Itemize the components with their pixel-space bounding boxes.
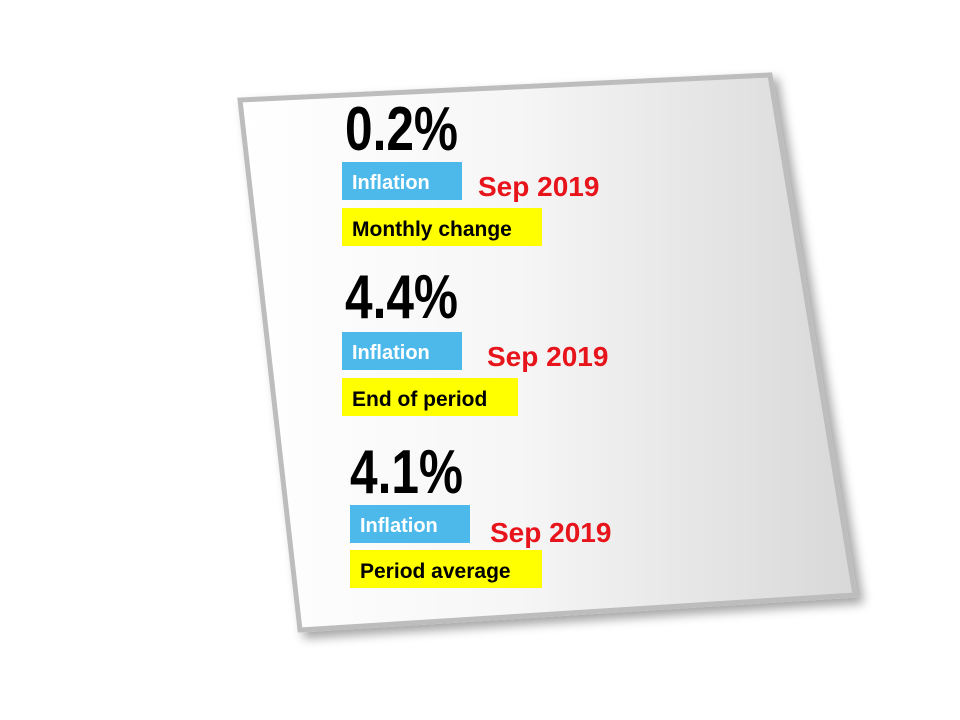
label-box xyxy=(350,505,470,543)
description-box xyxy=(342,378,518,416)
description: End of period xyxy=(352,388,487,411)
description-box xyxy=(342,208,542,246)
description-box xyxy=(350,550,542,588)
label: Inflation xyxy=(352,342,430,364)
items: 0.2% Inflation Sep 2019 Monthly change 4.4% I… xyxy=(342,94,611,588)
date: Sep 2019 xyxy=(478,171,599,202)
date: Sep 2019 xyxy=(490,517,611,548)
label-box xyxy=(342,162,462,200)
value: 0.2% xyxy=(345,94,458,164)
description: Period average xyxy=(360,560,511,583)
item: 4.1% Inflation Sep 2019 Period average xyxy=(350,437,611,588)
date: Sep 2019 xyxy=(487,341,608,372)
value: 4.4% xyxy=(345,262,458,332)
item: 0.2% Inflation Sep 2019 Monthly change xyxy=(342,94,599,246)
value: 4.1% xyxy=(350,437,463,507)
description: Monthly change xyxy=(352,218,512,241)
label-box xyxy=(342,332,462,370)
label: Inflation xyxy=(352,172,430,194)
label: Inflation xyxy=(360,515,438,537)
